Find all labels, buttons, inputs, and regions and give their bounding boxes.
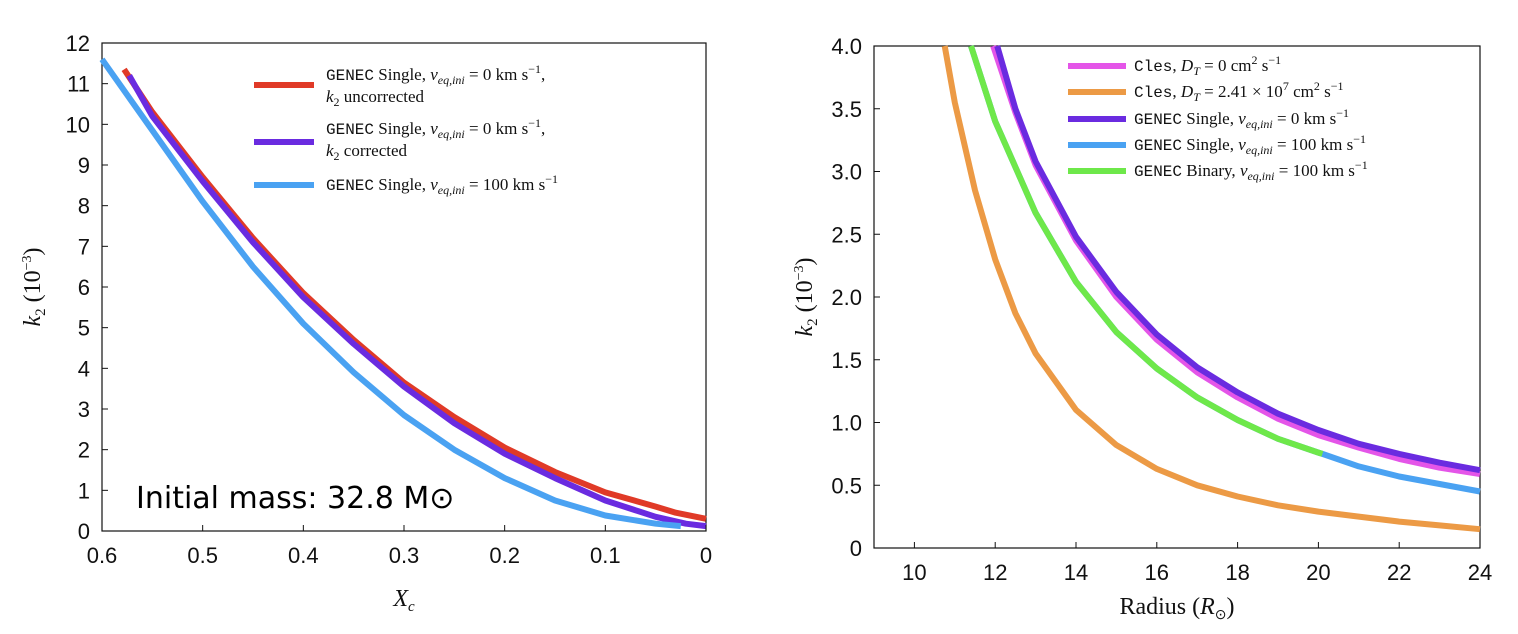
left-series-line-1 — [126, 74, 707, 530]
left-x-tick-label: 0.5 — [187, 543, 218, 568]
left-x-tick-label: 0.3 — [389, 543, 420, 568]
left-y-axis-label: k2 (10−3) — [20, 247, 49, 326]
left-legend-label-uncorrected: GENEC Single, veq,ini = 0 km s−1, k2 unc… — [326, 62, 549, 109]
right-x-axis-label: Radius (R⊙) — [1119, 594, 1234, 623]
right-legend: Cles, DT = 0 cm2 s−1 Cles, DT = 2.41 × 1… — [1068, 53, 1368, 183]
left-legend-label-rotating: GENEC Single, veq,ini = 100 km s−1 — [326, 172, 558, 197]
right-legend-label-cles-dt: Cles, DT = 2.41 × 107 cm2 s−1 — [1134, 79, 1344, 104]
right-x-tick-label: 14 — [1064, 560, 1088, 585]
right-y-axis-label: k2 (10−3) — [792, 257, 821, 336]
right-series-line-1 — [941, 45, 1481, 533]
right-x-tick-label: 12 — [983, 560, 1007, 585]
left-y-tick-label: 11 — [67, 72, 90, 97]
left-y-tick-label: 3 — [78, 397, 90, 422]
left-x-tick-label: 0.1 — [590, 543, 621, 568]
left-x-ticks: 0.6 0.5 0.4 0.3 0.2 0.1 0 — [87, 525, 712, 568]
left-y-tick-label: 10 — [66, 112, 90, 137]
left-y-tick-label: 5 — [78, 316, 90, 341]
right-x-ticks: 10 12 14 16 18 20 22 24 — [902, 542, 1492, 585]
right-y-tick-label: 4.0 — [831, 34, 862, 59]
right-x-tick-label: 24 — [1468, 560, 1492, 585]
right-series-group — [941, 45, 1481, 533]
left-x-tick-label: 0.4 — [288, 543, 319, 568]
left-y-tick-label: 4 — [78, 356, 90, 381]
right-x-tick-label: 20 — [1306, 560, 1330, 585]
left-x-tick-label: 0.6 — [87, 543, 118, 568]
right-legend-label-genec-binary-100: GENEC Binary, veq,ini = 100 km s−1 — [1134, 158, 1368, 183]
left-plot-frame — [101, 42, 707, 532]
left-x-tick-label: 0.2 — [489, 543, 520, 568]
right-y-tick-label: 2.0 — [831, 285, 862, 310]
left-series-group — [99, 57, 707, 530]
right-y-tick-label: 3.0 — [831, 160, 862, 185]
right-legend-label-cles-0: Cles, DT = 0 cm2 s−1 — [1134, 53, 1281, 78]
right-chart: 10 12 14 16 18 20 22 24 0 0.5 1.0 1.5 2.0 2.5 3.0 3.5 4… — [792, 34, 1492, 623]
left-y-tick-label: 6 — [78, 275, 90, 300]
left-y-tick-label: 1 — [78, 478, 90, 503]
right-y-tick-label: 3.5 — [831, 97, 862, 122]
left-x-tick-label: 0 — [700, 543, 712, 568]
right-x-tick-label: 18 — [1225, 560, 1249, 585]
left-y-tick-label: 8 — [78, 194, 90, 219]
right-x-tick-label: 16 — [1145, 560, 1169, 585]
initial-mass-annotation: Initial mass: 32.8 M⊙ — [136, 481, 454, 516]
right-y-tick-label: 0 — [850, 536, 862, 561]
right-y-ticks: 0 0.5 1.0 1.5 2.0 2.5 3.0 3.5 4.0 — [831, 34, 880, 561]
left-y-tick-label: 7 — [78, 234, 90, 259]
left-series-line-2 — [99, 57, 682, 530]
left-legend: GENEC Single, veq,ini = 0 km s−1, k2 unc… — [254, 62, 558, 197]
left-y-tick-label: 12 — [66, 31, 90, 56]
right-legend-label-genec-single-100: GENEC Single, veq,ini = 100 km s−1 — [1134, 132, 1366, 157]
left-y-tick-label: 0 — [78, 519, 90, 544]
left-y-tick-label: 2 — [78, 438, 90, 463]
right-y-tick-label: 2.5 — [831, 222, 862, 247]
right-series-line-4 — [968, 45, 1324, 457]
left-x-axis-label: Xc — [392, 586, 415, 615]
right-x-tick-label: 10 — [902, 560, 926, 585]
left-legend-label-corrected: GENEC Single, veq,ini = 0 km s−1, k2 cor… — [326, 116, 549, 163]
right-series-line-2 — [994, 45, 1481, 474]
right-y-tick-label: 1.0 — [831, 411, 862, 436]
right-x-tick-label: 22 — [1387, 560, 1411, 585]
left-y-tick-label: 9 — [78, 153, 90, 178]
right-legend-label-genec-single-0: GENEC Single, veq,ini = 0 km s−1 — [1134, 106, 1349, 131]
right-y-tick-label: 1.5 — [831, 348, 862, 373]
right-y-tick-label: 0.5 — [831, 473, 862, 498]
